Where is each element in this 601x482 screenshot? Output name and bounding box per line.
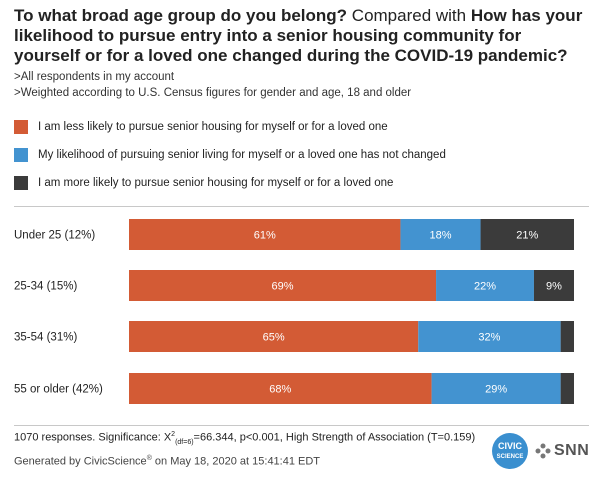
- bar-segment: [431, 373, 561, 404]
- civicscience-logo: CIVIC SCIENCE: [492, 433, 528, 469]
- snn-logo-text: SNN: [554, 442, 590, 459]
- legend-swatch-not-changed: [14, 148, 28, 162]
- bar-value-label: 9%: [546, 281, 562, 293]
- chi-superscript: 2: [171, 431, 176, 438]
- note-weighting: >Weighted according to U.S. Census figur…: [14, 87, 412, 99]
- bar-segment: [533, 270, 574, 301]
- bar-segment: [129, 270, 437, 301]
- title-question-1: To what broad age group do you belong?: [14, 6, 348, 25]
- bar-segment: [560, 321, 574, 352]
- significance-note: 1070 responses. Significance: X2(df=6)=6…: [14, 431, 475, 446]
- category-label: 35-54 (31%): [14, 332, 77, 344]
- legend-label-less: I am less likely to pursue senior housin…: [38, 121, 388, 133]
- generated-note: Generated by CivicScience® on May 18, 20…: [14, 455, 320, 468]
- civic-logo-line1: CIVIC: [497, 441, 522, 451]
- bar-value-label: 32%: [478, 332, 500, 344]
- legend-swatch-less: [14, 120, 28, 134]
- bar-segment: [129, 219, 401, 250]
- legend-item-not-changed: My likelihood of pursuing senior living …: [14, 147, 446, 163]
- bar-segment: [436, 270, 534, 301]
- bar-segment: [129, 373, 432, 404]
- legend: I am less likely to pursue senior housin…: [14, 119, 446, 203]
- bar-segment: [418, 321, 561, 352]
- legend-label-not-changed: My likelihood of pursuing senior living …: [38, 149, 446, 161]
- title-question-2: How has your likelihood to pursue entry …: [14, 6, 583, 65]
- bar-value-label: 29%: [485, 384, 507, 396]
- civic-logo-line2: SCIENCE: [496, 454, 524, 460]
- responses-text: 1070 responses. Significance: X: [14, 431, 172, 444]
- generated-suffix: on May 18, 2020 at 15:41:41 EDT: [151, 455, 321, 468]
- bar-segment: [129, 321, 419, 352]
- generated-prefix: Generated by CivicScience: [14, 455, 147, 468]
- snn-logo: SNN: [535, 442, 589, 460]
- bar-value-label: 22%: [474, 281, 496, 293]
- bar-segment: [480, 219, 574, 250]
- bar-value-label: 69%: [272, 281, 294, 293]
- bar-segment: [560, 373, 574, 404]
- bar-segment: [400, 219, 481, 250]
- legend-swatch-more: [14, 176, 28, 190]
- bar-value-label: 65%: [263, 332, 285, 344]
- stats-text: =66.344, p<0.001, High Strength of Assoc…: [193, 431, 476, 444]
- note-respondents: >All respondents in my account: [14, 71, 175, 83]
- bar-value-label: 61%: [254, 230, 276, 242]
- chart-title: To what broad age group do you belong? C…: [14, 6, 589, 66]
- chi-subscript: (df=6): [175, 438, 194, 446]
- bar-value-label: 68%: [269, 384, 291, 396]
- divider-bottom: [14, 425, 589, 426]
- title-compared-with: Compared with: [347, 6, 471, 25]
- legend-item-less: I am less likely to pursue senior housin…: [14, 119, 446, 135]
- category-label: 55 or older (42%): [14, 384, 103, 396]
- registered-mark: ®: [146, 455, 152, 462]
- legend-label-more: I am more likely to pursue senior housin…: [38, 177, 394, 189]
- category-label: Under 25 (12%): [14, 230, 95, 242]
- snn-cross-icon: [535, 443, 551, 459]
- legend-item-more: I am more likely to pursue senior housin…: [14, 175, 446, 191]
- category-label: 25-34 (15%): [14, 281, 77, 293]
- divider-top: [14, 206, 589, 207]
- bar-value-label: 21%: [516, 230, 538, 242]
- bar-value-label: 18%: [429, 230, 451, 242]
